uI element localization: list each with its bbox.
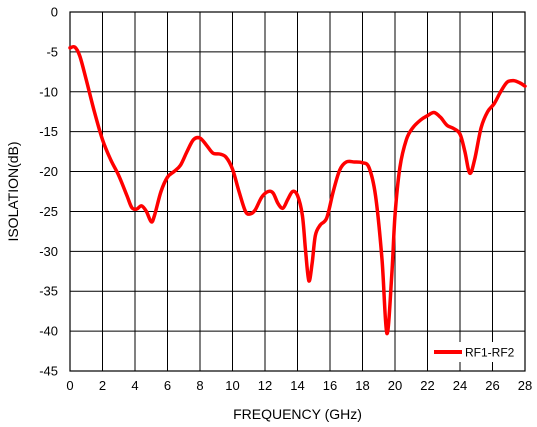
y-tick-label: -35 <box>39 284 58 299</box>
x-tick-label: 12 <box>258 378 272 393</box>
y-tick-label: -10 <box>39 84 58 99</box>
plot-area-frame <box>69 11 526 372</box>
y-tick-label: -30 <box>39 244 58 259</box>
x-tick-label: 6 <box>164 378 171 393</box>
x-tick-label: 0 <box>66 378 73 393</box>
gridlines <box>69 11 526 372</box>
x-tick-label: 10 <box>225 378 239 393</box>
x-tick-label: 28 <box>518 378 532 393</box>
legend-label-rf1-rf2: RF1-RF2 <box>465 346 515 360</box>
y-tick-label: -25 <box>39 204 58 219</box>
x-tick-label: 4 <box>131 378 138 393</box>
x-tick-label: 8 <box>196 378 203 393</box>
y-tick-label: -40 <box>39 324 58 339</box>
x-tick-label: 26 <box>485 378 499 393</box>
x-axis-title: FREQUENCY (GHz) <box>233 406 362 422</box>
x-tick-label: 22 <box>420 378 434 393</box>
x-tick-label: 18 <box>355 378 369 393</box>
legend-box <box>428 342 523 362</box>
y-tick-label: -45 <box>39 364 58 379</box>
legend: RF1-RF2 <box>428 342 523 362</box>
y-tick-label: -20 <box>39 164 58 179</box>
series-layer <box>68 44 527 336</box>
y-tick-label: 0 <box>51 5 58 20</box>
series-line-0 <box>68 44 527 336</box>
x-tick-label: 2 <box>99 378 106 393</box>
x-tick-label: 14 <box>290 378 304 393</box>
y-tick-label: -5 <box>46 44 58 59</box>
x-tick-label: 24 <box>453 378 467 393</box>
x-axis-tick-labels: 0 2 4 6 8 10 12 14 16 18 20 22 24 26 28 <box>66 378 532 393</box>
y-axis-tick-labels: 0 -5 -10 -15 -20 -25 -30 -35 -40 -45 <box>39 5 58 379</box>
y-tick-label: -15 <box>39 124 58 139</box>
x-tick-label: 16 <box>323 378 337 393</box>
y-axis-title: ISOLATION(dB) <box>5 141 21 241</box>
x-tick-label: 20 <box>388 378 402 393</box>
